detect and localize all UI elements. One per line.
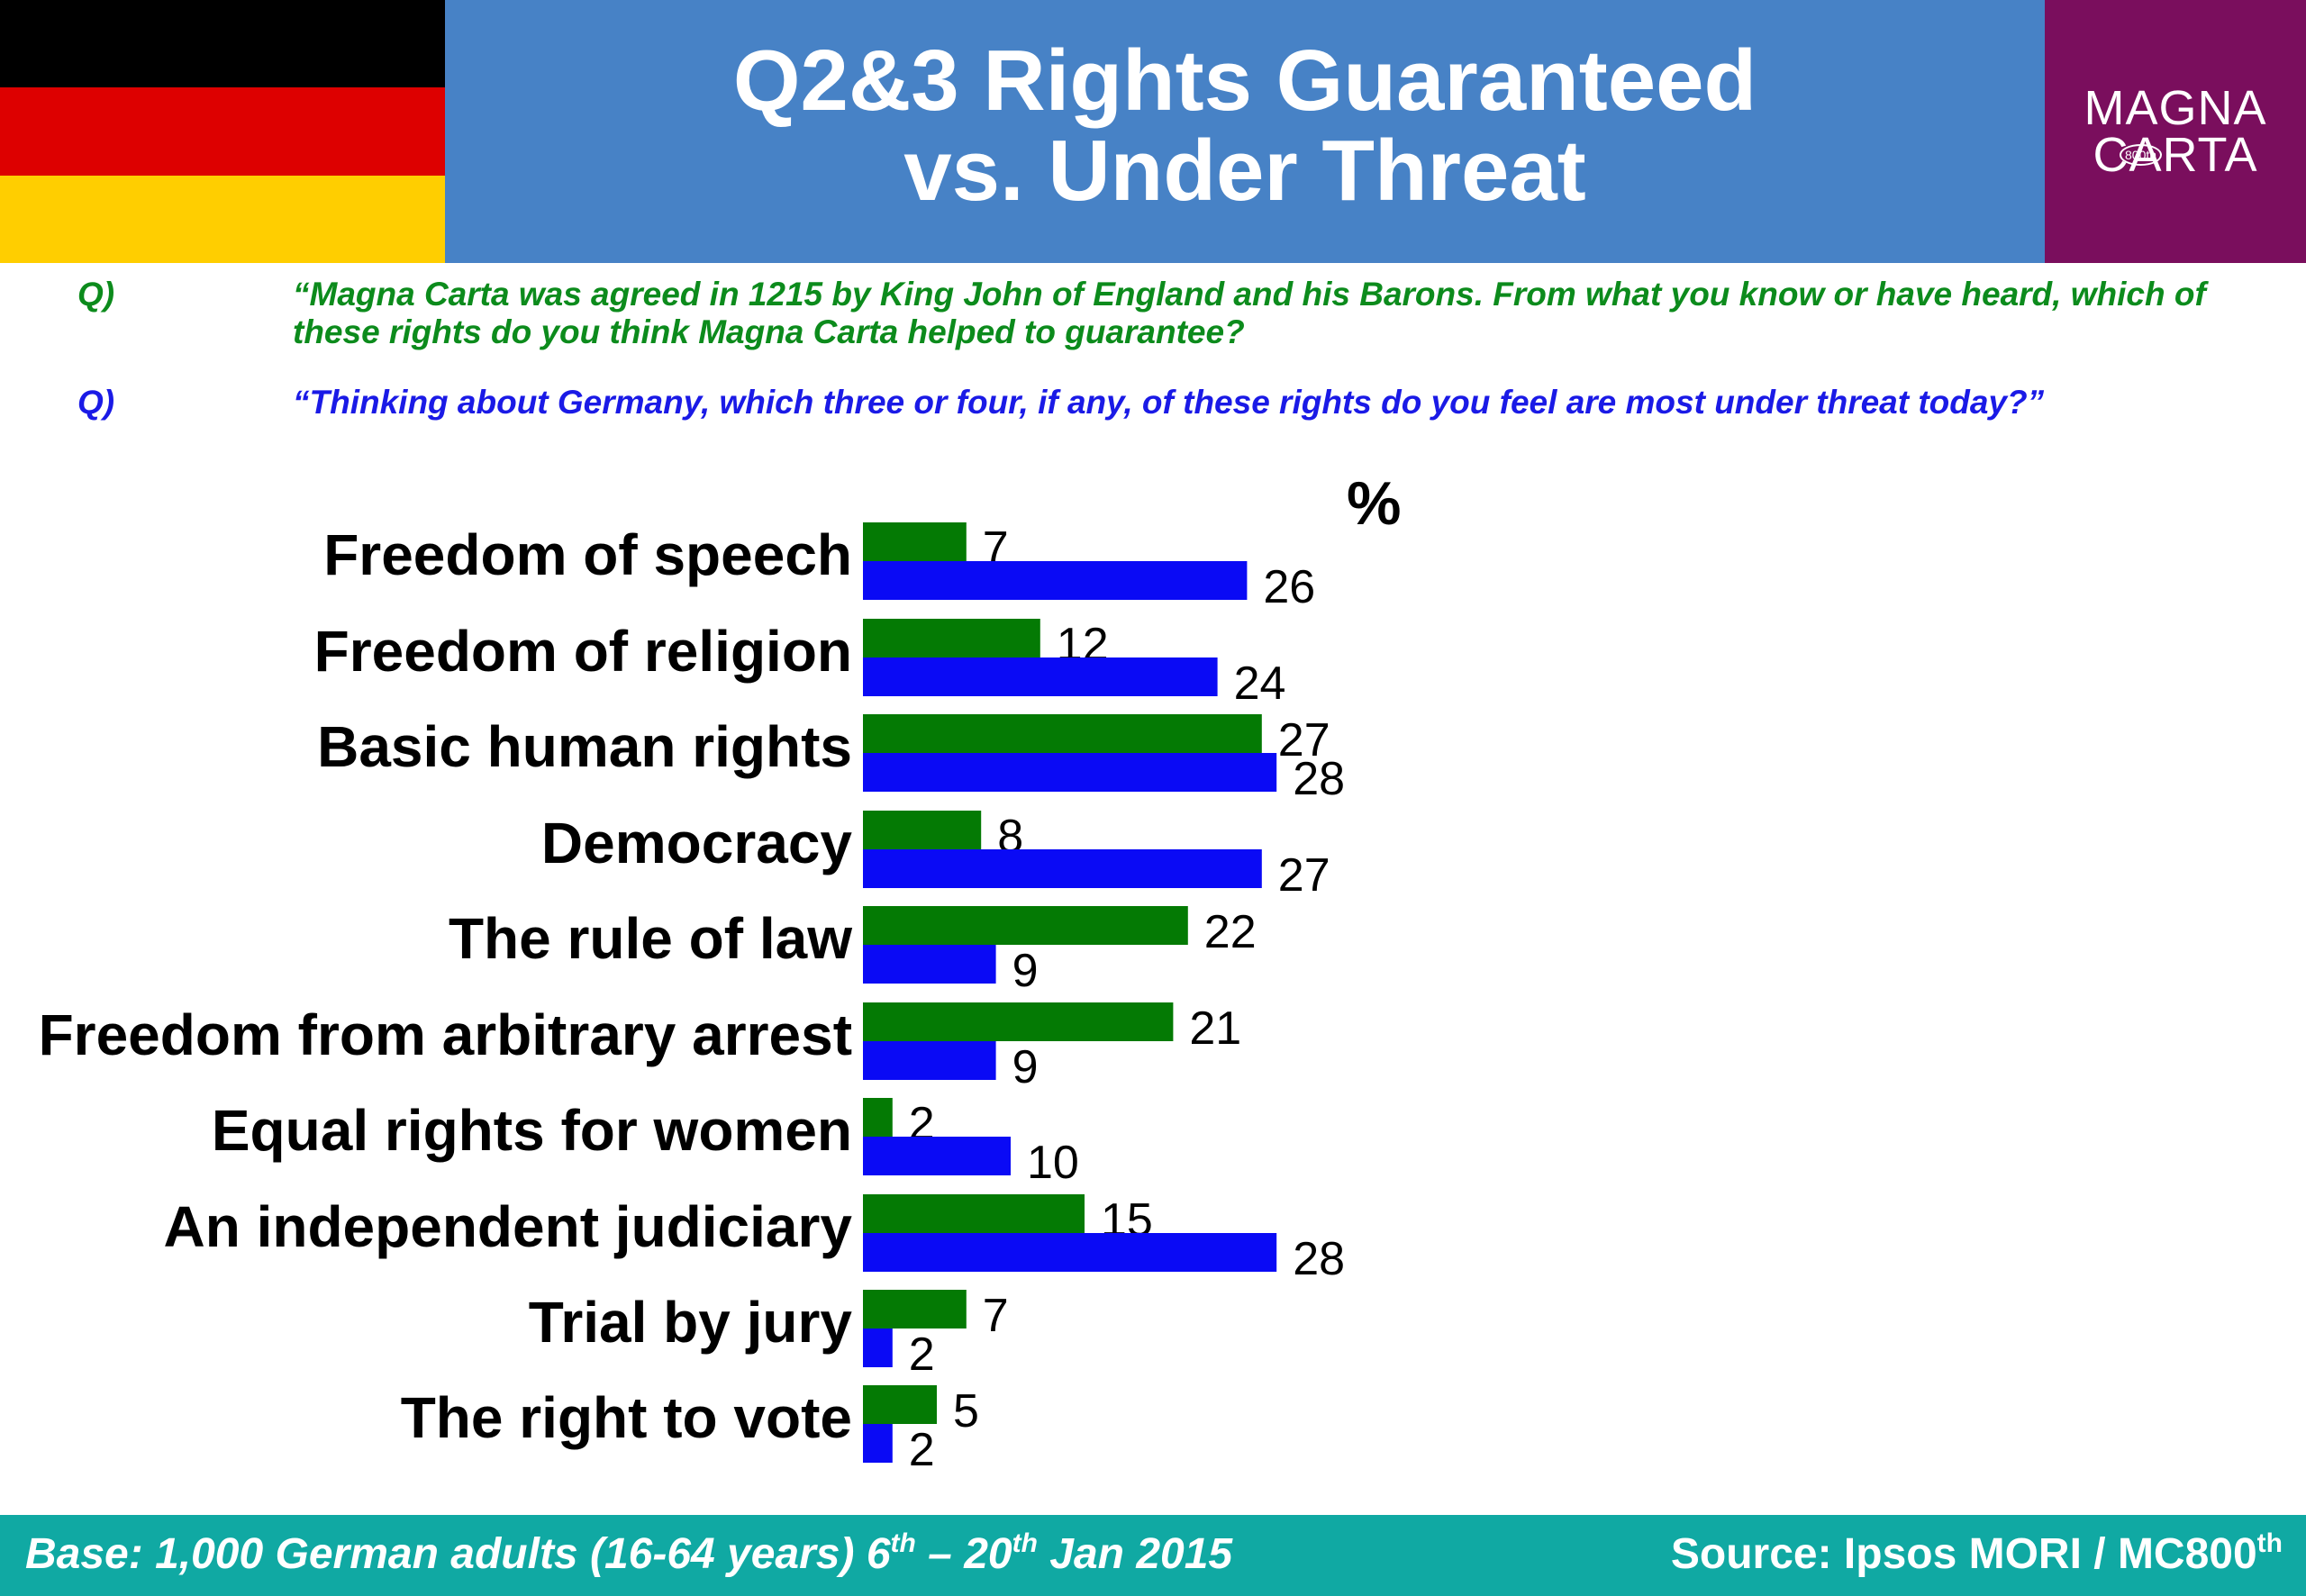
percent-unit-label: % (1347, 469, 1402, 538)
bar-guaranteed (863, 1290, 967, 1328)
bar-guaranteed (863, 1098, 893, 1137)
value-label-under-threat: 10 (1027, 1137, 1079, 1189)
bar-guaranteed (863, 714, 1262, 753)
value-label-under-threat: 24 (1234, 657, 1286, 710)
bar-under-threat (863, 1328, 893, 1367)
page-title-line1: Q2&3 Rights Guaranteed (732, 32, 1757, 129)
title-banner: Q2&3 Rights Guaranteed vs. Under Threat (445, 0, 2045, 263)
value-label-guaranteed: 21 (1189, 1002, 1241, 1055)
category-label: Equal rights for women (212, 1098, 852, 1163)
logo-line1: MAGNA (2084, 81, 2267, 135)
bar-guaranteed (863, 906, 1188, 945)
value-label-under-threat: 28 (1293, 753, 1345, 805)
value-label-under-threat: 27 (1278, 849, 1330, 902)
bar-guaranteed (863, 1194, 1085, 1233)
magna-carta-logo: MAGNA CARTA 800th (2045, 0, 2306, 263)
value-label-under-threat: 28 (1293, 1233, 1345, 1285)
bar-under-threat (863, 849, 1262, 888)
category-label: Freedom of religion (314, 619, 852, 684)
category-label: Freedom of speech (323, 522, 852, 587)
value-label-guaranteed: 7 (983, 1290, 1009, 1342)
bar-under-threat (863, 561, 1248, 600)
flag-stripe-red (0, 87, 445, 176)
bar-guaranteed (863, 522, 967, 561)
german-flag (0, 0, 445, 264)
value-label-under-threat: 9 (1012, 1041, 1039, 1093)
value-label-under-threat: 2 (909, 1424, 935, 1476)
bar-chart: Freedom of speech 7 26 Freedom of religion 1… (39, 522, 1345, 1476)
category-label: The rule of law (449, 906, 852, 971)
bar-guaranteed (863, 1002, 1174, 1041)
question-1-label: Q) (77, 276, 115, 313)
flag-stripe-gold (0, 175, 445, 264)
category-label: Democracy (541, 811, 853, 875)
bar-under-threat (863, 1424, 893, 1463)
value-label-under-threat: 26 (1263, 561, 1315, 613)
bar-under-threat (863, 1137, 1011, 1175)
value-label-under-threat: 2 (909, 1328, 935, 1381)
bar-under-threat (863, 1041, 996, 1080)
flag-stripe-black (0, 0, 445, 88)
bar-guaranteed (863, 619, 1040, 657)
question-1-text: “Magna Carta was agreed in 1215 by King … (293, 276, 2206, 350)
bar-guaranteed (863, 1385, 937, 1424)
value-label-under-threat: 9 (1012, 945, 1039, 997)
bar-under-threat (863, 945, 996, 984)
category-label: An independent judiciary (163, 1194, 852, 1259)
value-label-guaranteed: 22 (1204, 906, 1257, 958)
category-label: Freedom from arbitrary arrest (39, 1002, 852, 1067)
category-label: The right to vote (401, 1385, 852, 1450)
footer-bar: Base: 1,000 German adults (16-64 years) … (0, 1515, 2306, 1596)
bar-guaranteed (863, 811, 982, 849)
value-label-guaranteed: 27 (1278, 714, 1330, 766)
question-2-label: Q) (77, 384, 115, 421)
value-label-guaranteed: 5 (953, 1385, 979, 1437)
logo-800th-badge: 800th (2120, 144, 2163, 166)
source-note: Source: Ipsos MORI / MC800th (1670, 1528, 2283, 1579)
page-title-line2: vs. Under Threat (903, 122, 1586, 219)
bar-under-threat (863, 657, 1218, 696)
base-note: Base: 1,000 German adults (16-64 years) … (25, 1528, 1233, 1579)
category-label: Trial by jury (529, 1290, 853, 1355)
bar-under-threat (863, 1233, 1277, 1272)
category-label: Basic human rights (317, 714, 852, 779)
bar-under-threat (863, 753, 1277, 792)
question-2-text: “Thinking about Germany, which three or … (293, 384, 2045, 421)
